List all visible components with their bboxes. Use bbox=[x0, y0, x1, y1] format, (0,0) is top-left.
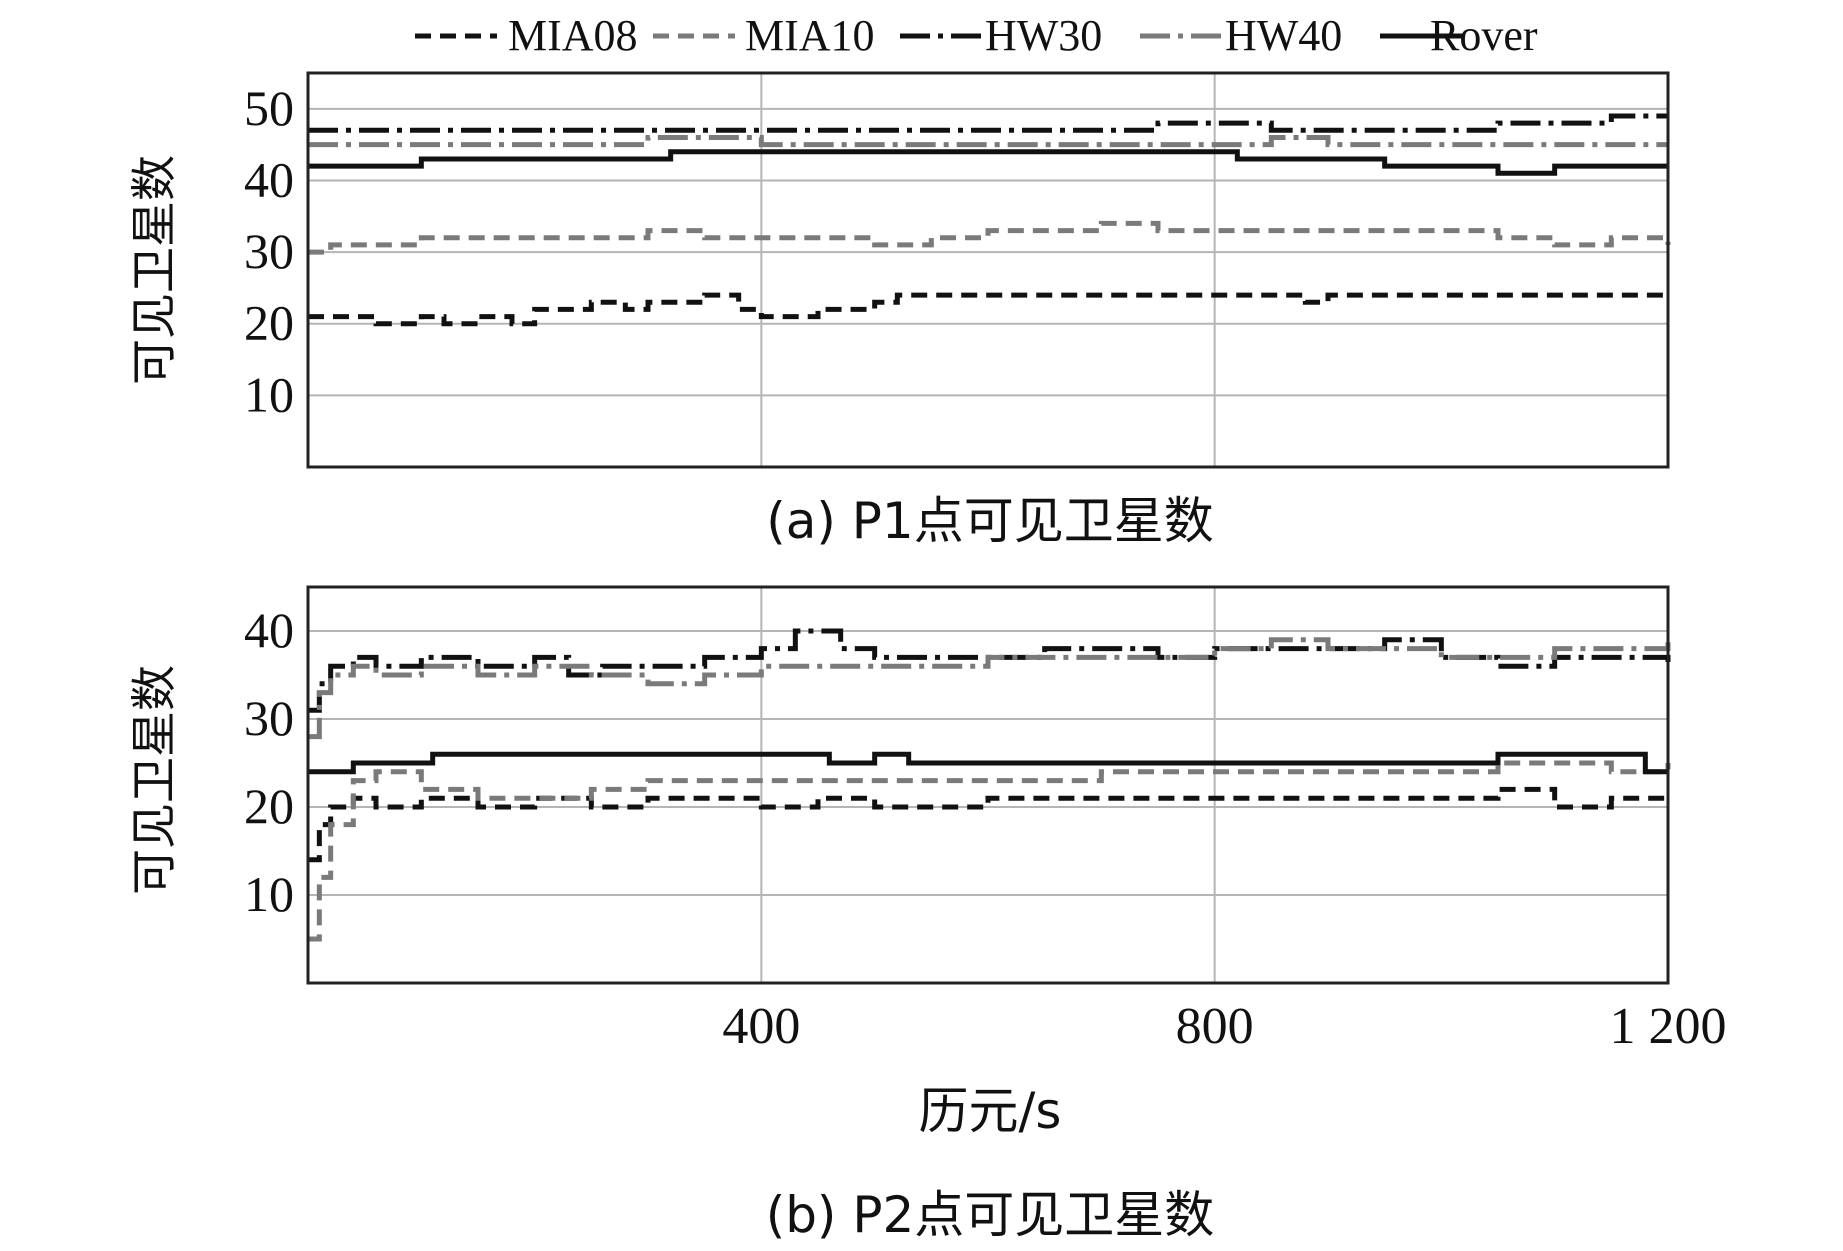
y-tick-labels-b: 10 20 30 40 bbox=[244, 602, 294, 922]
y-tick-label-a-3: 40 bbox=[244, 151, 294, 207]
x-tick-labels-b: 400 800 1 200 bbox=[722, 998, 1726, 1055]
series-line-mia08-a bbox=[308, 292, 1668, 327]
y-axis-label-a: 可见卫星数 bbox=[127, 155, 181, 385]
x-tick-label-1: 800 bbox=[1176, 998, 1254, 1055]
y-tick-label-b-2: 30 bbox=[244, 690, 294, 746]
series-line-hw40-a bbox=[308, 134, 1668, 148]
y-tick-labels-a: 10 20 30 40 50 bbox=[244, 80, 294, 423]
panel-b-title: (b) P2点可见卫星数 bbox=[766, 1186, 1215, 1244]
series-line-hw30-b bbox=[308, 628, 1671, 713]
series-a bbox=[308, 113, 1671, 327]
series-b bbox=[308, 628, 1671, 942]
legend-label-mia10: MIA10 bbox=[745, 11, 875, 60]
y-tick-label-b-1: 20 bbox=[244, 778, 294, 834]
y-tick-label-a-2: 30 bbox=[244, 223, 294, 279]
series-line-rover-b bbox=[308, 751, 1668, 775]
y-tick-label-b-0: 10 bbox=[244, 866, 294, 922]
grid-b bbox=[307, 587, 1669, 983]
y-tick-label-a-4: 50 bbox=[244, 80, 294, 136]
legend-label-rover: Rover bbox=[1430, 11, 1538, 60]
legend: MIA08 MIA10 HW30 HW40 Rover bbox=[415, 11, 1538, 60]
series-line-hw30-a bbox=[308, 113, 1668, 133]
plot-frame-a bbox=[306, 71, 1670, 469]
series-line-mia10-a bbox=[308, 220, 1671, 255]
plot-frame-b bbox=[306, 585, 1670, 985]
panel-a: 10 20 30 40 50 可见卫星数 (a) P1点可见卫星数 bbox=[127, 71, 1671, 550]
series-line-mia10-b bbox=[308, 760, 1671, 942]
series-line-rover-a bbox=[308, 149, 1668, 176]
legend-label-hw30: HW30 bbox=[985, 11, 1102, 60]
x-tick-label-2: 1 200 bbox=[1610, 998, 1727, 1055]
legend-label-mia08: MIA08 bbox=[508, 11, 638, 60]
series-line-mia08-b bbox=[308, 786, 1668, 863]
y-tick-label-b-3: 40 bbox=[244, 602, 294, 658]
legend-label-hw40: HW40 bbox=[1225, 11, 1342, 60]
x-axis-label: 历元/s bbox=[919, 1082, 1062, 1140]
y-tick-label-a-0: 10 bbox=[244, 366, 294, 422]
x-tick-label-0: 400 bbox=[722, 998, 800, 1055]
panel-b: 10 20 30 40 400 800 1 200 可见卫星数 历元/s (b) P2点可… bbox=[127, 585, 1727, 1244]
panel-a-title: (a) P1点可见卫星数 bbox=[766, 492, 1214, 550]
y-axis-label-b: 可见卫星数 bbox=[127, 665, 181, 895]
y-tick-label-a-1: 20 bbox=[244, 295, 294, 351]
series-line-hw40-b bbox=[308, 637, 1671, 740]
